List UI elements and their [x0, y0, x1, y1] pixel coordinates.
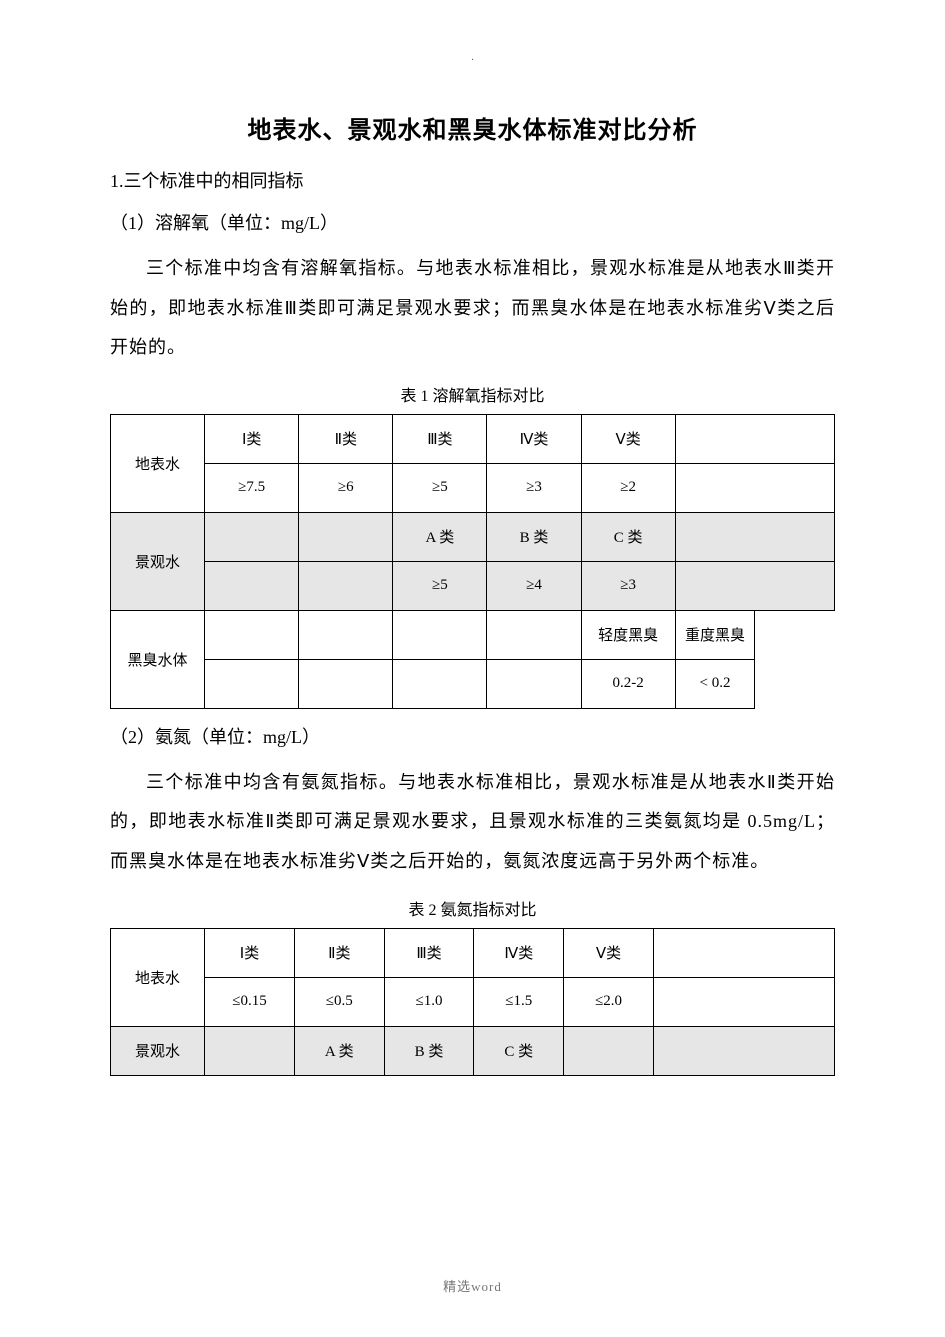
- table-2: 地表水 Ⅰ类 Ⅱ类 Ⅲ类 Ⅳ类 Ⅴ类 ≤0.15 ≤0.5 ≤1.0 ≤1.5 …: [110, 928, 835, 1076]
- table-cell: C 类: [474, 1026, 564, 1075]
- table-cell: [205, 561, 299, 610]
- table-cell: Ⅱ类: [299, 414, 393, 463]
- section-heading-1: 1.三个标准中的相同指标: [110, 167, 835, 193]
- subsection-2: （2）氨氮（单位：mg/L）: [110, 723, 835, 749]
- table-row: 景观水 A 类 B 类 C 类: [111, 512, 835, 561]
- table-cell: Ⅰ类: [205, 928, 295, 977]
- table-cell: ≥3: [581, 561, 675, 610]
- table-cell: ≥4: [487, 561, 581, 610]
- table-cell: B 类: [384, 1026, 474, 1075]
- table-cell: ≤0.15: [205, 977, 295, 1026]
- table-cell: [393, 659, 487, 708]
- table-row: 景观水 A 类 B 类 C 类: [111, 1026, 835, 1075]
- top-dot: ·: [471, 55, 474, 66]
- table-cell: A 类: [393, 512, 487, 561]
- table-row: ≤0.15 ≤0.5 ≤1.0 ≤1.5 ≤2.0: [111, 977, 835, 1026]
- row-label: 地表水: [111, 414, 205, 512]
- table-cell: Ⅳ类: [474, 928, 564, 977]
- table1-caption: 表 1 溶解氧指标对比: [110, 382, 835, 406]
- subsection-1: （1）溶解氧（单位：mg/L）: [110, 209, 835, 235]
- table-cell: [653, 977, 834, 1026]
- paragraph-1: 三个标准中均含有溶解氧指标。与地表水标准相比，景观水标准是从地表水Ⅲ类开始的，即…: [110, 249, 835, 368]
- table-cell: Ⅴ类: [564, 928, 654, 977]
- table-cell: Ⅱ类: [294, 928, 384, 977]
- table-cell: ≤2.0: [564, 977, 654, 1026]
- table-cell: [205, 1026, 295, 1075]
- table-cell: [299, 512, 393, 561]
- table-cell: [675, 512, 834, 561]
- table-cell: [205, 512, 299, 561]
- table-cell: A 类: [294, 1026, 384, 1075]
- table-row: 0.2-2 < 0.2: [111, 659, 835, 708]
- table-cell: ≥6: [299, 463, 393, 512]
- table-cell: ≥3: [487, 463, 581, 512]
- row-label: 地表水: [111, 928, 205, 1026]
- table-cell: [299, 659, 393, 708]
- row-label: 黑臭水体: [111, 610, 205, 708]
- table-cell: 重度黑臭: [675, 610, 755, 659]
- table-cell: < 0.2: [675, 659, 755, 708]
- table-cell: ≥2: [581, 463, 675, 512]
- table-cell: [653, 928, 834, 977]
- document-title: 地表水、景观水和黑臭水体标准对比分析: [110, 110, 835, 145]
- table-cell: [205, 610, 299, 659]
- table-cell: [487, 659, 581, 708]
- table-row: 黑臭水体 轻度黑臭 重度黑臭: [111, 610, 835, 659]
- table2-caption: 表 2 氨氮指标对比: [110, 896, 835, 920]
- paragraph-2: 三个标准中均含有氨氮指标。与地表水标准相比，景观水标准是从地表水Ⅱ类开始的，即地…: [110, 763, 835, 882]
- table-cell: [487, 610, 581, 659]
- table-row: ≥7.5 ≥6 ≥5 ≥3 ≥2: [111, 463, 835, 512]
- table-cell: ≤1.5: [474, 977, 564, 1026]
- table-row: 地表水 Ⅰ类 Ⅱ类 Ⅲ类 Ⅳ类 Ⅴ类: [111, 414, 835, 463]
- table-cell: 0.2-2: [581, 659, 675, 708]
- document-page: · 地表水、景观水和黑臭水体标准对比分析 1.三个标准中的相同指标 （1）溶解氧…: [0, 0, 945, 1337]
- table-row: 地表水 Ⅰ类 Ⅱ类 Ⅲ类 Ⅳ类 Ⅴ类: [111, 928, 835, 977]
- row-label: 景观水: [111, 1026, 205, 1075]
- table-cell: 轻度黑臭: [581, 610, 675, 659]
- table-cell: [675, 463, 834, 512]
- table-cell: [564, 1026, 654, 1075]
- table-cell: [393, 610, 487, 659]
- table-1: 地表水 Ⅰ类 Ⅱ类 Ⅲ类 Ⅳ类 Ⅴ类 ≥7.5 ≥6 ≥5 ≥3 ≥2 景观水 …: [110, 414, 835, 709]
- table-row: ≥5 ≥4 ≥3: [111, 561, 835, 610]
- table-cell: [653, 1026, 834, 1075]
- page-footer: 精选word: [0, 1276, 945, 1295]
- table-cell: ≥5: [393, 561, 487, 610]
- table-cell: [675, 414, 834, 463]
- table-cell: ≥7.5: [205, 463, 299, 512]
- table-cell: ≤0.5: [294, 977, 384, 1026]
- table-cell: [675, 561, 834, 610]
- table-cell: Ⅴ类: [581, 414, 675, 463]
- table-cell: Ⅳ类: [487, 414, 581, 463]
- table-cell: Ⅲ类: [393, 414, 487, 463]
- table-cell: [205, 659, 299, 708]
- table-cell: [299, 561, 393, 610]
- table-cell: C 类: [581, 512, 675, 561]
- table-cell: [299, 610, 393, 659]
- table-cell: ≤1.0: [384, 977, 474, 1026]
- row-label: 景观水: [111, 512, 205, 610]
- table-cell: ≥5: [393, 463, 487, 512]
- table-cell: B 类: [487, 512, 581, 561]
- table-cell: Ⅲ类: [384, 928, 474, 977]
- table-cell: Ⅰ类: [205, 414, 299, 463]
